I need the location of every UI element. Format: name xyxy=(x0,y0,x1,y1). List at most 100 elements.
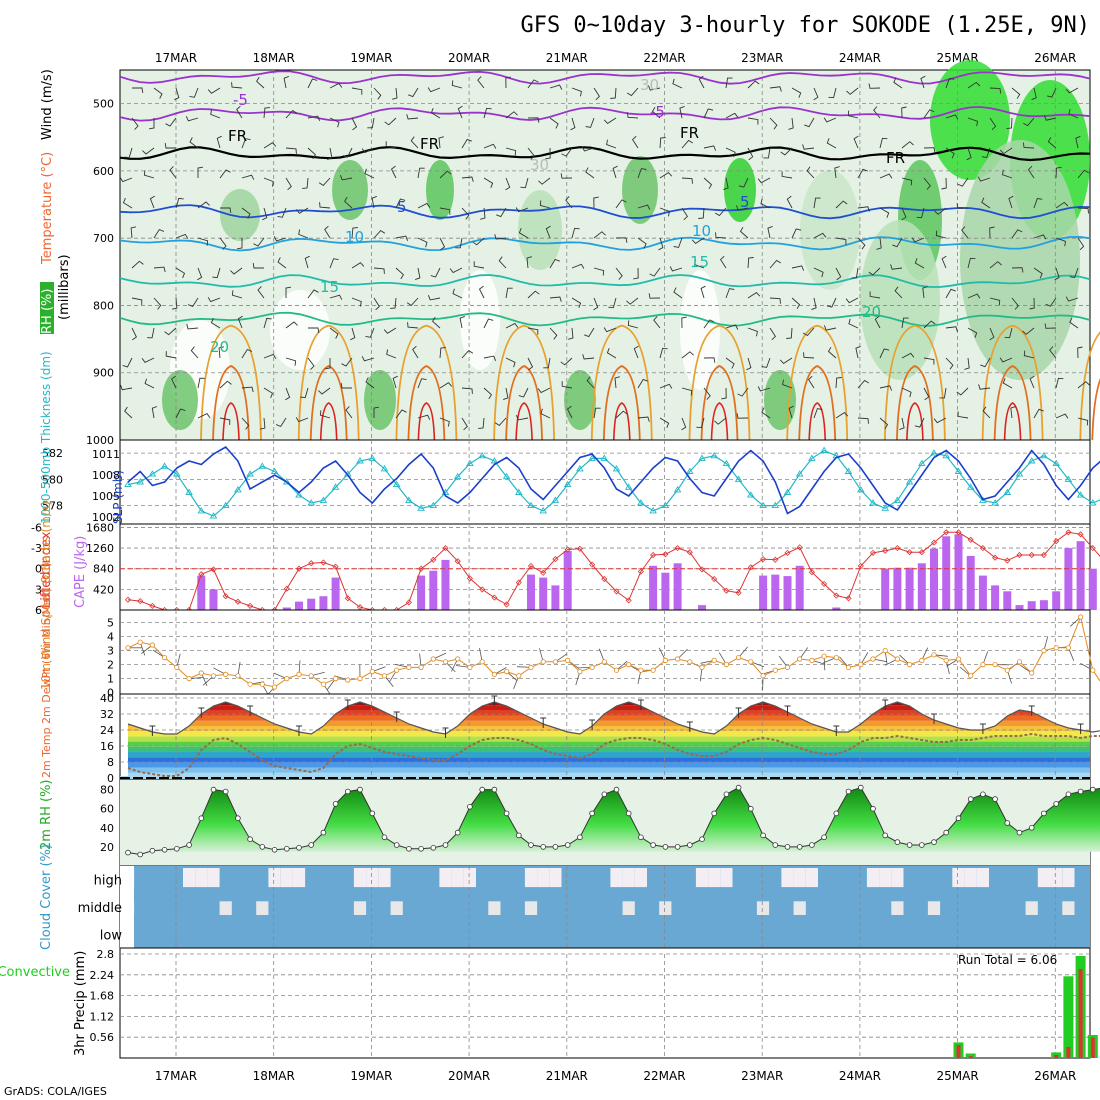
wind-barb xyxy=(147,327,155,339)
wind-barb xyxy=(395,409,407,419)
wind10m-axis-label: 10m Wind Speed & Barbs (m/s) xyxy=(39,501,53,690)
wind10m-tick: 3 xyxy=(107,645,114,658)
wind-barb xyxy=(262,207,268,221)
pressure-axis-label: (millibars) xyxy=(57,254,72,320)
temp-minmax-marker xyxy=(589,719,596,730)
cloud-clear-high xyxy=(439,868,452,888)
wind-barb xyxy=(241,174,255,180)
cloud-clear-middle xyxy=(1062,901,1075,915)
wind-barb xyxy=(606,139,617,149)
thickness-point xyxy=(966,483,975,490)
wind-barb xyxy=(874,315,881,329)
wind-barb xyxy=(967,81,981,89)
wind10m-point xyxy=(845,664,852,671)
wind-barb xyxy=(679,105,685,119)
wind-barb xyxy=(237,315,243,329)
lifted-index-point xyxy=(552,556,559,563)
lifted-index-point xyxy=(137,598,144,605)
rh2m-point xyxy=(833,810,840,817)
cape-bar xyxy=(783,576,792,610)
wind-barb xyxy=(164,143,176,149)
instability-panel-frame xyxy=(119,523,1091,611)
wind-barb xyxy=(813,232,827,239)
wind-barb xyxy=(1047,137,1057,149)
cloud-clear-middle xyxy=(390,901,403,915)
wind-barb xyxy=(746,357,752,371)
wind-barb xyxy=(461,138,472,149)
wind10m-tick: 0 xyxy=(107,687,114,700)
temp2m-tick: 16 xyxy=(100,740,114,753)
wind-barb xyxy=(1008,195,1014,209)
wind-barb xyxy=(923,109,935,119)
wind10m-point xyxy=(162,654,168,661)
wind-barb xyxy=(923,147,936,153)
precip-ticks: 0.56 1.12 1.68 2.24 2.8 xyxy=(90,948,115,1044)
wind-barb xyxy=(505,111,518,119)
isotherm-label: 15 xyxy=(320,278,339,296)
wind-barb xyxy=(720,255,727,269)
wind-barb xyxy=(651,106,661,119)
thickness-point xyxy=(234,486,242,493)
wind-barb xyxy=(869,291,881,299)
lifted-index-point xyxy=(796,544,803,551)
lifted-index-point xyxy=(222,593,229,600)
thickness-point xyxy=(954,467,963,474)
wind-barb xyxy=(273,236,287,242)
wind-barb xyxy=(779,357,793,364)
wind10m-point xyxy=(503,668,510,675)
bottom-date-21mar: 21MAR xyxy=(546,1069,588,1083)
rh-region xyxy=(800,170,860,290)
thickness-panel-frame xyxy=(119,439,1091,525)
wind-barb xyxy=(780,147,793,156)
wind-barb xyxy=(669,266,683,272)
thickness-point xyxy=(588,454,596,461)
rh2m-point xyxy=(735,784,742,791)
rh2m-point xyxy=(491,786,498,793)
wind-barb xyxy=(700,285,706,299)
wind-barb xyxy=(285,387,291,401)
rh2m-point xyxy=(454,829,461,836)
wind-barb xyxy=(980,357,991,368)
wind-barb xyxy=(835,377,842,389)
wind10m-point xyxy=(223,671,229,678)
isotherm-label: 10 xyxy=(692,222,711,240)
lifted-index-point xyxy=(1028,551,1035,559)
wind-barb xyxy=(1029,375,1035,389)
wind10m-point xyxy=(540,659,546,665)
wind-barb xyxy=(527,357,534,371)
wind-barb xyxy=(956,203,969,209)
thickness-point xyxy=(747,491,755,498)
top-date-21mar: 21MAR xyxy=(546,51,588,65)
lifted-index-point xyxy=(405,599,412,606)
cloud-clear-high xyxy=(1037,868,1050,888)
wind10m-point xyxy=(650,667,656,673)
wind-barb xyxy=(505,177,511,191)
wind10m-point xyxy=(247,681,253,687)
rh2m-tick: 40 xyxy=(100,822,114,835)
wind-barb xyxy=(1055,166,1062,179)
rh2m-point xyxy=(796,844,803,850)
slp-tick: 1005 xyxy=(92,490,120,503)
precip-convective-bar xyxy=(968,1056,973,1058)
isotherm-line xyxy=(119,70,1091,85)
wind-barb xyxy=(637,204,651,210)
wind-barb xyxy=(879,348,890,359)
cloud-clear-high xyxy=(183,868,196,888)
rh2m-point xyxy=(479,786,486,793)
thickness-point xyxy=(490,457,499,464)
wind-barb xyxy=(483,318,494,329)
lifted-index-point xyxy=(308,560,315,567)
lifted-index-point xyxy=(198,571,205,578)
isotherm-lines xyxy=(119,70,1100,441)
wind10m-point xyxy=(858,661,864,668)
rh2m-point xyxy=(198,815,205,821)
thickness-point xyxy=(295,491,303,498)
wind-barb xyxy=(757,177,771,184)
rh-region xyxy=(270,290,330,370)
hot-isotherm xyxy=(222,402,240,441)
wind-barb xyxy=(757,386,771,392)
wind-barb xyxy=(438,136,444,149)
wind-barb xyxy=(365,377,375,389)
wind-barb xyxy=(847,110,859,119)
wind-barb xyxy=(543,357,551,369)
